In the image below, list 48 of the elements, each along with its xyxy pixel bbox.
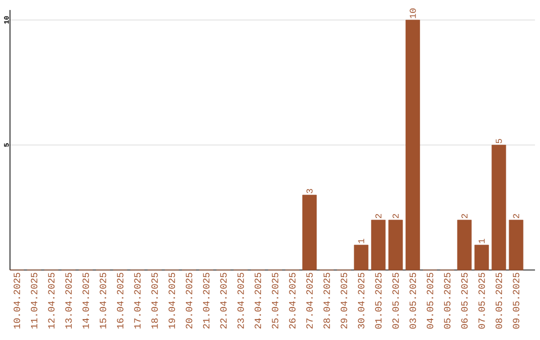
bar [302, 194, 317, 270]
bar [492, 144, 506, 270]
x-tick-label: 06.05.2025 [461, 272, 468, 329]
x-tick-label: 17.04.2025 [134, 272, 141, 329]
x-tick-label: 22.04.2025 [220, 272, 227, 329]
data-label: 5 [496, 138, 502, 144]
data-label: 1 [478, 238, 485, 244]
data-label: 2 [461, 214, 468, 218]
x-tick-label: 28.04.2025 [324, 272, 330, 329]
x-tick-label: 25.04.2025 [272, 272, 278, 329]
x-tick-label: 10.04.2025 [14, 272, 20, 329]
x-tick-label: 04.05.2025 [426, 272, 434, 329]
x-tick-label: 27.04.2025 [306, 272, 313, 329]
x-tick-label: 05.05.2025 [444, 272, 450, 329]
bar [388, 220, 403, 270]
x-tick-label: 03.05.2025 [410, 272, 416, 329]
bar [508, 220, 524, 270]
data-label: 3 [306, 188, 313, 194]
x-tick-label: 11.04.2025 [30, 272, 38, 329]
x-tick-label: 07.05.2025 [478, 272, 485, 329]
x-tick-label: 29.04.2025 [340, 272, 348, 329]
x-tick-label: 23.04.2025 [237, 272, 244, 329]
x-tick-label: 08.05.2025 [496, 272, 502, 329]
data-label: 2 [375, 214, 382, 218]
x-tick-label: 26.04.2025 [289, 272, 296, 329]
bar [371, 220, 386, 270]
data-label: 2 [513, 214, 520, 218]
x-tick-label: 20.04.2025 [186, 272, 192, 329]
x-tick-label: 19.04.2025 [168, 272, 176, 329]
x-tick-label: 14.04.2025 [82, 272, 89, 329]
x-tick-label: 16.04.2025 [116, 272, 124, 329]
data-label: 1 [358, 238, 364, 244]
data-label: 2 [392, 214, 399, 218]
x-tick-label: 18.04.2025 [151, 272, 158, 329]
x-tick-label: 30.04.2025 [358, 272, 364, 329]
x-tick-label: 24.04.2025 [254, 272, 262, 329]
x-tick-label: 21.04.2025 [203, 272, 210, 329]
data-label: 10 [410, 8, 416, 18]
x-tick-label: 15.04.2025 [100, 272, 106, 329]
bar [406, 20, 420, 270]
x-tick-label: 01.05.2025 [375, 272, 382, 329]
bar [474, 244, 489, 270]
bar [354, 244, 368, 270]
x-tick-label: 12.04.2025 [48, 272, 55, 329]
x-tick-label: 13.04.2025 [65, 272, 72, 329]
x-tick-label: 09.05.2025 [512, 272, 520, 329]
bar [457, 220, 472, 270]
x-tick-label: 02.05.2025 [392, 272, 399, 329]
